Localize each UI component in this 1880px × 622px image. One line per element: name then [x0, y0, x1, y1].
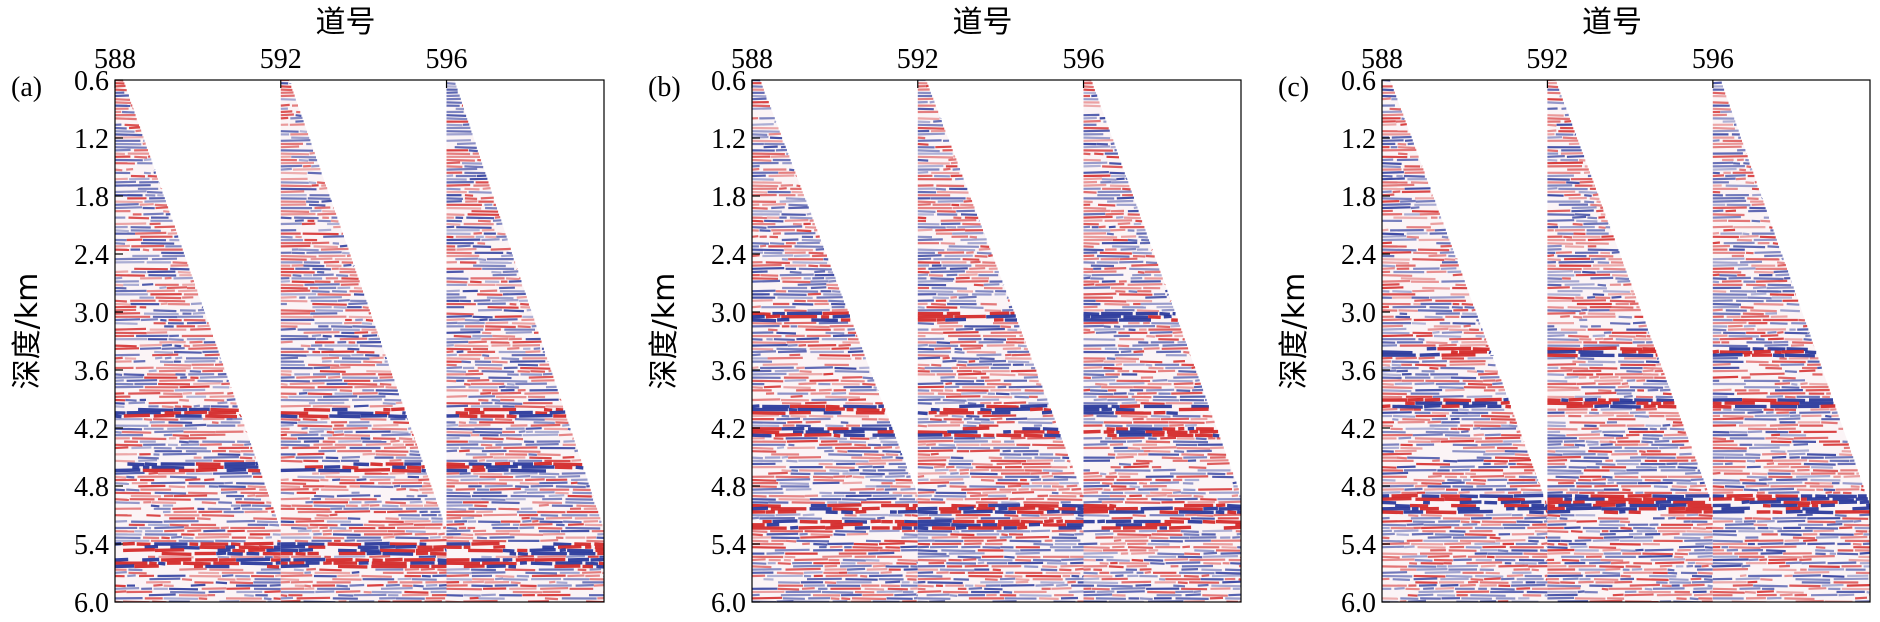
panel-label: (c): [1278, 72, 1309, 103]
gather-2: [917, 80, 1085, 602]
x-tick-label: 588: [1361, 44, 1403, 75]
x-axis-label: 道号: [953, 5, 1013, 40]
panel-label: (a): [11, 72, 42, 103]
y-tick-label: 4.8: [711, 472, 746, 503]
plot-frame: [114, 79, 605, 603]
y-tick-label: 3.0: [1341, 298, 1376, 329]
y-axis-label: 深度/km: [1277, 273, 1312, 390]
x-tick-label: 588: [94, 44, 136, 75]
panel-1: 588 592 596 0.6 1.2 1.8 2.4 3.0 3.6 4.2 4.8 5.4 6.0 道…: [10, 5, 605, 619]
gather-1: [752, 80, 919, 602]
y-axis-label: 深度/km: [10, 273, 45, 390]
y-tick-label: 4.2: [74, 414, 109, 445]
y-tick-label: 2.4: [1341, 240, 1376, 271]
y-tick-label: 3.0: [74, 298, 109, 329]
y-tick-label: 5.4: [711, 530, 746, 561]
y-tick-label: 5.4: [74, 530, 109, 561]
x-tick-label: 592: [1526, 44, 1568, 75]
y-tick-label: 1.2: [711, 124, 746, 155]
y-tick-label: 3.0: [711, 298, 746, 329]
y-tick-label: 3.6: [74, 356, 109, 387]
y-tick-label: 3.6: [711, 356, 746, 387]
y-axis-label: 深度/km: [647, 273, 682, 390]
y-tick-label: 0.6: [74, 66, 109, 97]
x-axis-label: 道号: [1582, 5, 1642, 40]
y-tick-label: 0.6: [711, 66, 746, 97]
x-tick-label: 596: [1692, 44, 1734, 75]
gather-2: [1547, 80, 1714, 602]
gather-3: [1083, 80, 1241, 602]
y-tick-label: 1.8: [74, 182, 109, 213]
plot-frame: [1381, 79, 1871, 603]
gather-1: [1382, 80, 1549, 602]
y-tick-label: 4.8: [1341, 472, 1376, 503]
x-axis-label: 道号: [316, 5, 376, 40]
y-tick-label: 1.2: [74, 124, 109, 155]
y-tick-label: 5.4: [1341, 530, 1376, 561]
y-tick-label: 6.0: [711, 588, 746, 619]
plot-frame: [751, 79, 1242, 603]
y-tick-label: 4.2: [1341, 414, 1376, 445]
panel-label: (b): [648, 72, 681, 103]
y-tick-label: 1.2: [1341, 124, 1376, 155]
y-tick-label: 4.2: [711, 414, 746, 445]
y-tick-label: 0.6: [1341, 66, 1376, 97]
y-tick-label: 1.8: [711, 182, 746, 213]
y-tick-label: 4.8: [74, 472, 109, 503]
x-tick-label: 588: [731, 44, 773, 75]
x-tick-label: 596: [426, 44, 468, 75]
y-tick-label: 3.6: [1341, 356, 1376, 387]
panel-3: 588 592 596 0.6 1.2 1.8 2.4 3.0 3.6 4.2 4.8 5.4 6.0 道…: [1277, 5, 1871, 619]
y-tick-label: 1.8: [1341, 182, 1376, 213]
panel-2: 588 592 596 0.6 1.2 1.8 2.4 3.0 3.6 4.2 4.8 5.4 6.0 道…: [647, 5, 1242, 619]
x-tick-label: 592: [260, 44, 302, 75]
y-tick-label: 2.4: [711, 240, 746, 271]
gather-1: [115, 80, 281, 602]
y-tick-label: 6.0: [1341, 588, 1376, 619]
y-tick-label: 6.0: [74, 588, 109, 619]
gather-3: [1712, 80, 1870, 602]
y-tick-label: 2.4: [74, 240, 109, 271]
x-tick-label: 592: [897, 44, 939, 75]
x-tick-label: 596: [1063, 44, 1105, 75]
